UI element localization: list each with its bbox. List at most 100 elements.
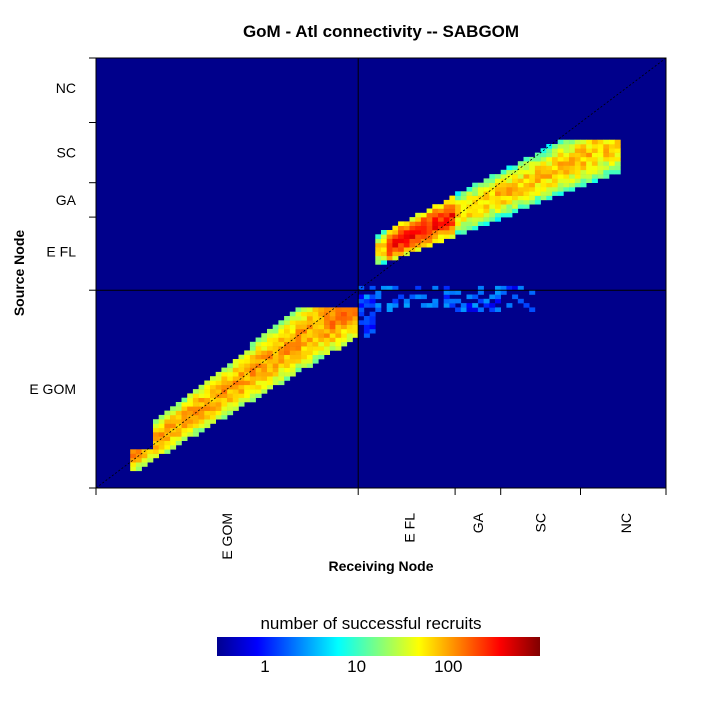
heatmap-cell <box>477 204 484 209</box>
heatmap-cell <box>472 217 479 222</box>
heatmap-cell <box>227 371 234 377</box>
heatmap-cell <box>363 328 370 334</box>
heatmap-cell <box>130 449 137 454</box>
heatmap-cell <box>495 307 501 312</box>
heatmap-cell <box>232 402 239 407</box>
heatmap-cell <box>278 363 285 368</box>
heatmap-cell <box>546 195 553 201</box>
heatmap-cell <box>284 367 291 373</box>
heatmap-cell <box>141 462 148 467</box>
heatmap-cell <box>158 432 165 437</box>
heatmap-cell <box>358 307 365 312</box>
heatmap-cell <box>552 169 558 175</box>
heatmap-cell <box>512 195 519 201</box>
heatmap-cell <box>341 328 348 334</box>
heatmap-cell <box>301 311 308 317</box>
heatmap-cell <box>523 178 530 183</box>
heatmap-cell <box>500 191 507 196</box>
heatmap-cell <box>506 208 513 214</box>
heatmap-cell <box>363 324 370 330</box>
heatmap-cell <box>158 440 165 446</box>
heatmap-cell <box>232 406 239 411</box>
heatmap-cell <box>557 161 564 166</box>
heatmap-cell <box>614 152 621 158</box>
heatmap-cell <box>244 380 251 386</box>
heatmap-cell <box>238 380 245 386</box>
heatmap-cell <box>284 341 291 347</box>
heatmap-cell <box>335 333 342 338</box>
heatmap-cell <box>181 410 188 416</box>
heatmap-cell <box>466 187 473 192</box>
heatmap-cell <box>495 187 501 192</box>
heatmap-cell <box>147 453 154 459</box>
heatmap-cell <box>506 165 513 171</box>
heatmap-cell <box>204 419 211 424</box>
heatmap-cell <box>363 298 370 304</box>
heatmap-cell <box>495 290 501 295</box>
heatmap-cell <box>255 363 262 368</box>
heatmap-cell <box>460 230 467 235</box>
heatmap-cell <box>255 359 262 364</box>
heatmap-cell <box>386 303 393 308</box>
heatmap-cell <box>415 217 422 222</box>
heatmap-cell <box>466 195 473 201</box>
heatmap-cell <box>449 217 456 222</box>
heatmap-cell <box>204 406 211 411</box>
heatmap-cell <box>227 410 234 416</box>
heatmap-cell <box>426 217 433 222</box>
heatmap-cell <box>312 311 319 317</box>
heatmap-cell <box>443 234 450 239</box>
heatmap-cell <box>449 298 456 304</box>
heatmap-cell <box>500 204 507 209</box>
heatmap-cell <box>506 303 513 308</box>
heatmap-cell <box>574 178 581 183</box>
heatmap-cell <box>369 311 376 317</box>
heatmap-cell <box>443 230 450 235</box>
heatmap-cell <box>306 341 313 347</box>
heatmap-cell <box>255 346 262 351</box>
heatmap-cell <box>500 199 507 205</box>
heatmap-cell <box>609 152 615 158</box>
heatmap-cell <box>483 221 490 226</box>
heatmap-cell <box>614 169 621 175</box>
heatmap-cell <box>580 178 587 183</box>
heatmap-cell <box>386 307 393 312</box>
heatmap-cell <box>415 285 422 291</box>
heatmap-cell <box>278 376 285 381</box>
heatmap-cell <box>403 221 410 226</box>
heatmap-cell <box>449 199 456 205</box>
heatmap-cell <box>449 208 456 214</box>
heatmap-cell <box>398 247 405 252</box>
heatmap-cell <box>369 294 376 300</box>
heatmap-cell <box>261 350 268 355</box>
heatmap-cell <box>415 238 422 244</box>
heatmap-cell <box>267 328 273 334</box>
heatmap-cell <box>506 187 513 192</box>
heatmap-cell <box>198 414 205 420</box>
heatmap-cell <box>506 182 513 188</box>
heatmap-cell <box>449 290 456 295</box>
heatmap-cell <box>552 191 558 196</box>
heatmap-cell <box>432 298 439 304</box>
heatmap-cell <box>403 303 410 308</box>
heatmap-cell <box>352 316 359 321</box>
heatmap-cell <box>363 320 370 325</box>
heatmap-cell <box>591 161 598 166</box>
heatmap-cell <box>267 367 273 373</box>
heatmap-cells <box>130 139 621 472</box>
heatmap-cell <box>289 346 296 351</box>
heatmap-cell <box>591 165 598 171</box>
heatmap-cell <box>198 397 205 403</box>
heatmap-cell <box>289 311 296 317</box>
heatmap-cell <box>249 354 256 360</box>
heatmap-cell <box>278 328 285 334</box>
heatmap-cell <box>312 316 319 321</box>
heatmap-cell <box>352 328 359 334</box>
heatmap-cell <box>324 341 330 347</box>
heatmap-cell <box>318 320 325 325</box>
heatmap-cell <box>267 363 273 368</box>
heatmap-cell <box>375 303 382 308</box>
diagonal-line <box>95 57 667 489</box>
heatmap-cell <box>232 359 239 364</box>
heatmap-cell <box>141 453 148 459</box>
